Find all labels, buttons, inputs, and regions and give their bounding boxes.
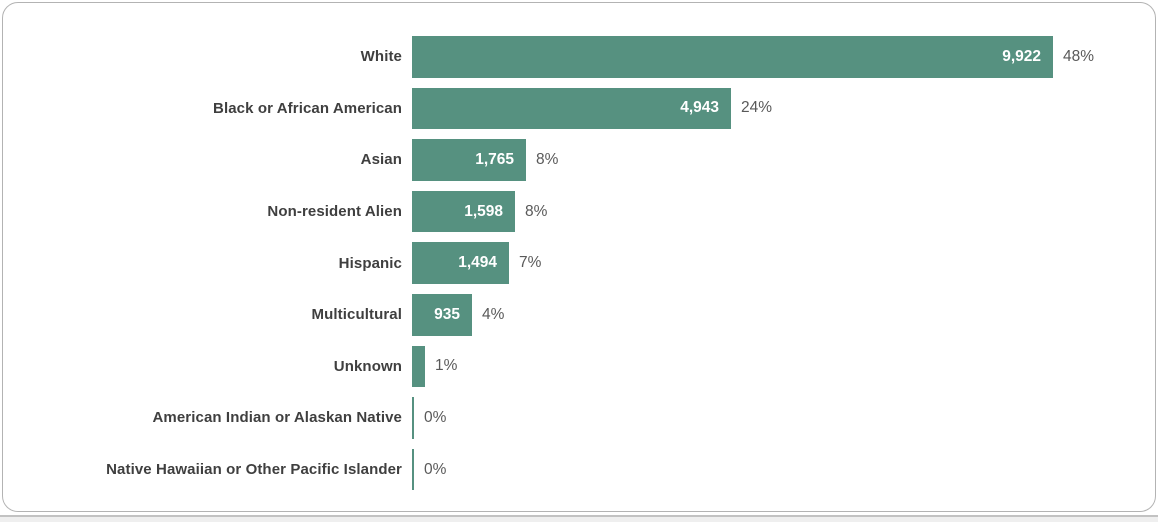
category-label: Asian — [360, 151, 402, 169]
chart-row: Multicultural 935 4% — [2, 293, 1156, 336]
page-section-divider — [0, 515, 1158, 522]
bar-chart: White 9,922 48% Black or African America… — [2, 36, 1156, 491]
bar-area: 1,494 7% — [412, 242, 1156, 284]
category-label: Native Hawaiian or Other Pacific Islande… — [106, 461, 402, 479]
category-label: Hispanic — [338, 254, 402, 272]
chart-row: Native Hawaiian or Other Pacific Islande… — [2, 448, 1156, 491]
category-label: Black or African American — [213, 99, 402, 117]
bar-area: 9,922 48% — [412, 36, 1156, 78]
category-label: Multicultural — [311, 306, 402, 324]
chart-row: Unknown 1% — [2, 345, 1156, 388]
bar-value-label: 935 — [434, 305, 460, 323]
bar[interactable] — [412, 345, 425, 388]
percent-label: 48% — [1063, 47, 1095, 65]
percent-label: 1% — [435, 357, 458, 375]
bar[interactable]: 1,765 — [412, 139, 526, 181]
category-label: White — [360, 48, 402, 66]
bar-area: 0% — [412, 397, 1156, 439]
category-label: American Indian or Alaskan Native — [152, 409, 402, 427]
bar-area: 935 4% — [412, 293, 1156, 336]
percent-label: 24% — [741, 99, 773, 117]
percent-label: 4% — [482, 305, 505, 323]
bar[interactable]: 935 — [412, 293, 472, 336]
chart-row: Hispanic 1,494 7% — [2, 242, 1156, 284]
bar-value-label: 1,494 — [458, 254, 497, 272]
chart-row: White 9,922 48% — [2, 36, 1156, 78]
percent-label: 0% — [424, 408, 447, 426]
percent-label: 7% — [519, 254, 542, 272]
bar[interactable]: 4,943 — [412, 87, 731, 130]
bar-value-label: 4,943 — [680, 99, 719, 117]
chart-row: Non-resident Alien 1,598 8% — [2, 190, 1156, 233]
percent-label: 0% — [424, 460, 447, 478]
bar[interactable]: 9,922 — [412, 36, 1053, 78]
percent-label: 8% — [536, 150, 559, 168]
bar[interactable]: 1,494 — [412, 242, 509, 284]
chart-row: Asian 1,765 8% — [2, 139, 1156, 181]
chart-row: Black or African American 4,943 24% — [2, 87, 1156, 130]
bar[interactable]: 1,598 — [412, 190, 515, 233]
chart-card — [2, 2, 1156, 512]
bar-area: 4,943 24% — [412, 87, 1156, 130]
category-label: Non-resident Alien — [267, 203, 402, 221]
chart-row: American Indian or Alaskan Native 0% — [2, 397, 1156, 439]
bar-area: 0% — [412, 448, 1156, 491]
percent-label: 8% — [525, 202, 548, 220]
bar[interactable] — [412, 448, 414, 491]
bar-area: 1% — [412, 345, 1156, 388]
bar-value-label: 1,598 — [464, 202, 503, 220]
category-label: Unknown — [333, 357, 402, 375]
bar-area: 1,765 8% — [412, 139, 1156, 181]
bar-value-label: 9,922 — [1002, 47, 1041, 65]
bar-area: 1,598 8% — [412, 190, 1156, 233]
bar[interactable] — [412, 397, 414, 439]
bar-value-label: 1,765 — [475, 150, 514, 168]
